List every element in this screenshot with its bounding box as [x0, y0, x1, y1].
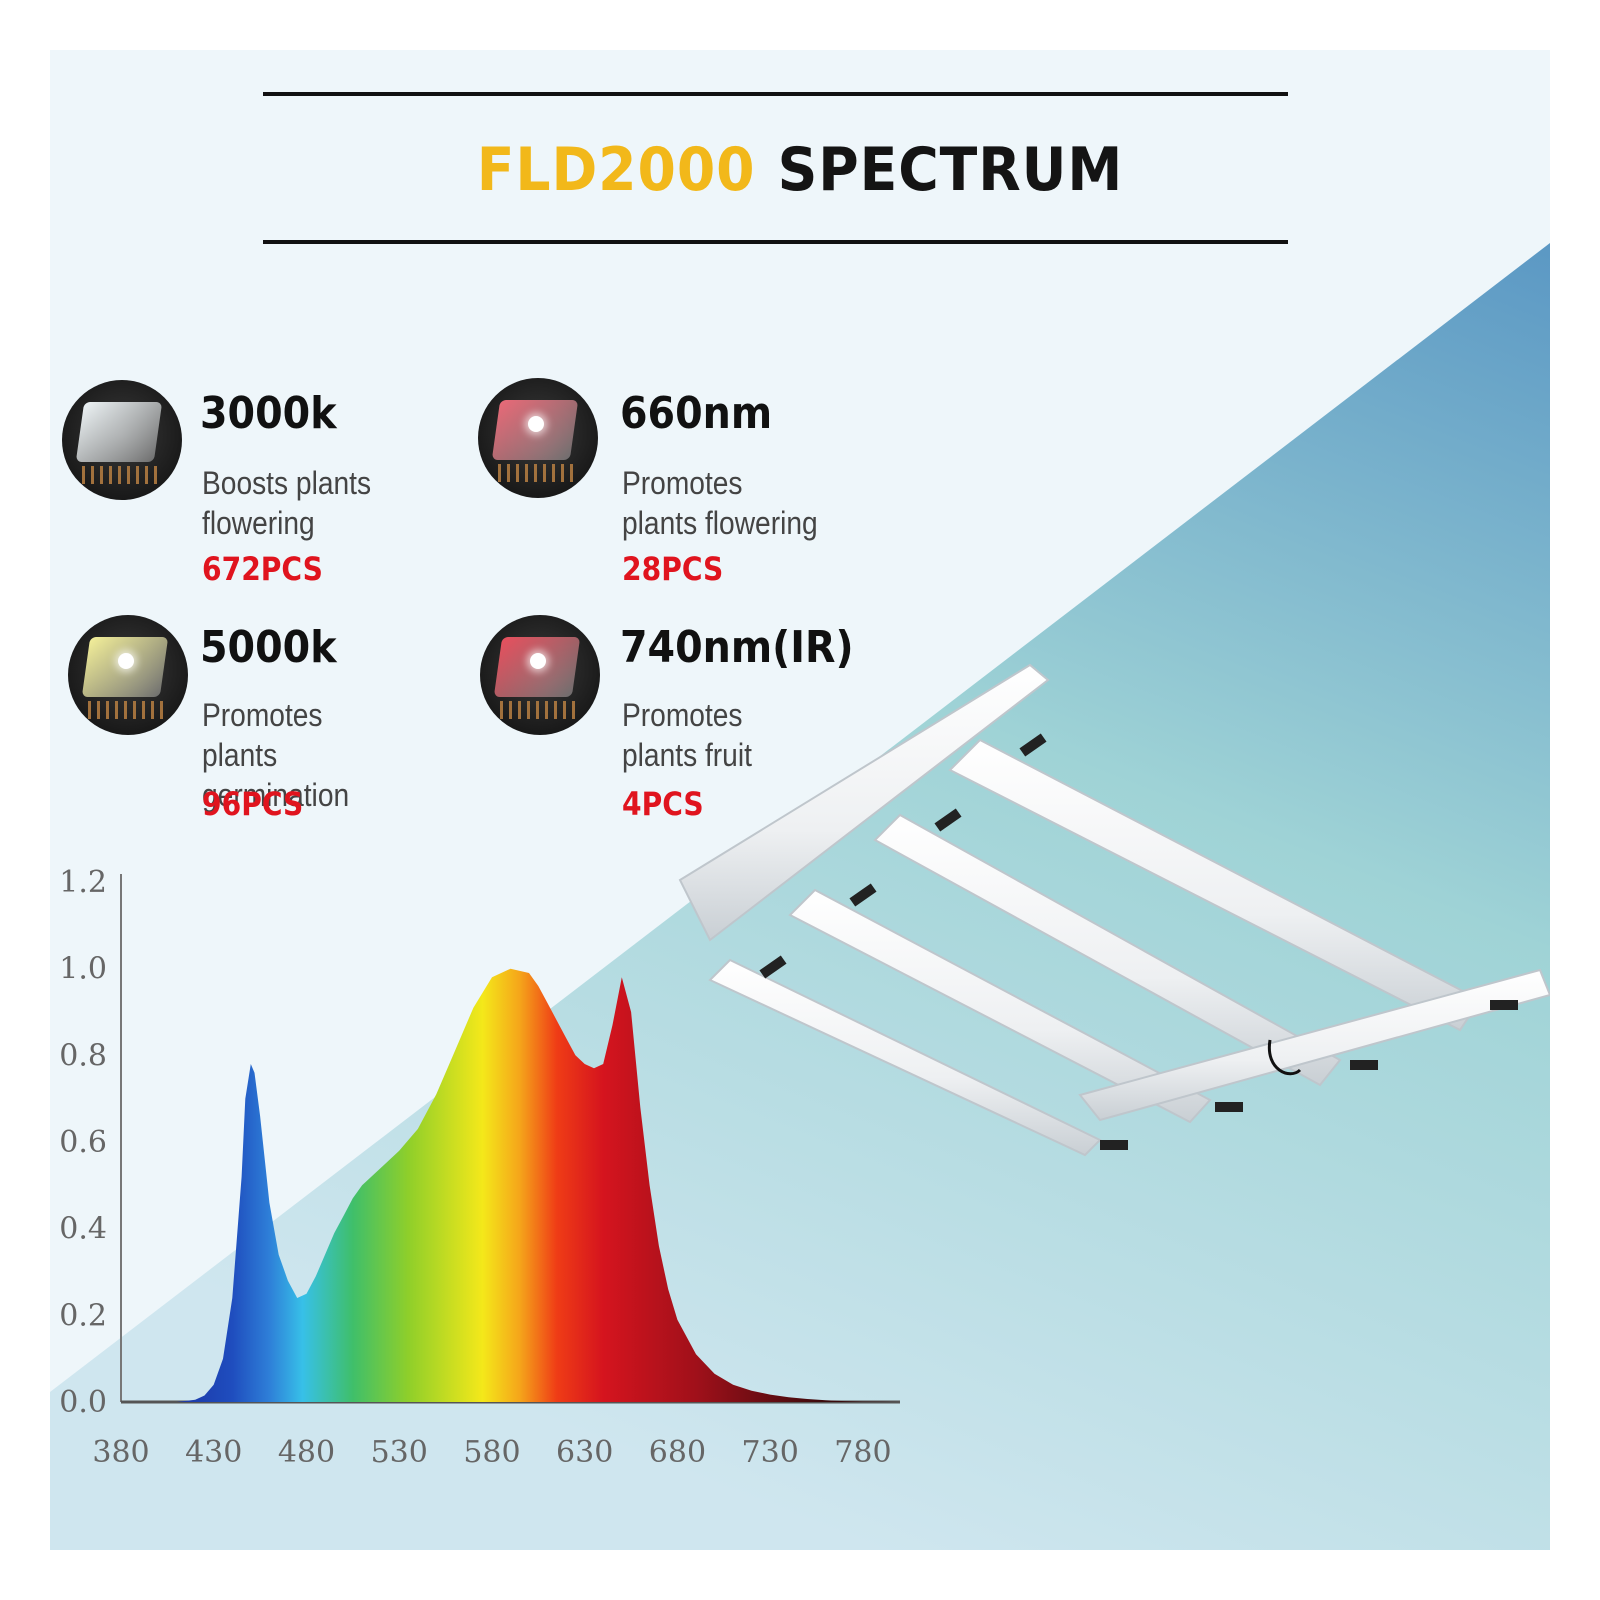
x-tick-label: 680: [649, 1435, 706, 1470]
page-title: FLD2000 SPECTRUM: [110, 135, 1490, 205]
feature-count: 28PCS: [622, 550, 724, 588]
x-tick-label: 730: [742, 1435, 799, 1470]
led-chip-740nm-icon: [480, 615, 600, 735]
feature-title: 660nm: [620, 388, 773, 439]
y-tick-label: 1.2: [59, 865, 107, 900]
x-tick-label: 430: [185, 1435, 242, 1470]
spectrum-area-series-0: [121, 968, 900, 1402]
led-chip-pins: [498, 464, 578, 482]
chart-tick-labels: 380 430 480 530 580 630 680 730 780 0.0 0.2 0.4 0.6 0…: [59, 865, 891, 1470]
y-tick-label: 0.0: [59, 1385, 107, 1420]
x-tick-label: 380: [92, 1435, 149, 1470]
led-chip-660nm-icon: [478, 378, 598, 498]
title-rule-bottom: [263, 240, 1288, 244]
led-chip-dot: [528, 416, 544, 432]
feature-description: Boosts plants flowering: [202, 465, 372, 541]
x-tick-label: 580: [463, 1435, 520, 1470]
feature-description: Promotes plants germination: [202, 697, 350, 813]
x-tick-label: 530: [371, 1435, 428, 1470]
feature-count: 96PCS: [202, 785, 304, 823]
x-tick-label: 480: [278, 1435, 335, 1470]
y-tick-label: 0.2: [59, 1298, 107, 1333]
led-chip-pins: [500, 701, 580, 719]
led-chip-pins: [88, 701, 168, 719]
title-rule-top: [263, 92, 1288, 96]
infographic-frame: FLD2000 SPECTRUM 3000k Boosts plants flow…: [50, 50, 1550, 1550]
feature-count: 4PCS: [622, 785, 704, 823]
title-model: FLD2000: [476, 135, 756, 205]
led-chip-5000k-icon: [68, 615, 188, 735]
y-tick-label: 0.6: [59, 1125, 107, 1160]
feature-description: Promotes plants flowering: [622, 465, 818, 541]
title-spectrum: SPECTRUM: [777, 135, 1124, 205]
spectrum-chart: 380 430 480 530 580 630 680 730 780 0.0 0.2 0.4 0.6 0…: [59, 865, 900, 1470]
y-tick-label: 0.8: [59, 1038, 107, 1073]
y-tick-label: 1.0: [59, 952, 107, 987]
feature-title: 740nm(IR): [620, 622, 854, 673]
led-chip-dot: [118, 653, 134, 669]
x-tick-label: 630: [556, 1435, 613, 1470]
feature-title: 5000k: [200, 622, 337, 673]
led-chip-pins: [82, 466, 162, 484]
feature-title: 3000k: [200, 388, 337, 439]
chart-marks: [121, 968, 900, 1402]
led-chip-dot: [530, 653, 546, 669]
y-tick-label: 0.4: [59, 1212, 107, 1247]
led-grow-light-fixture-icon: [678, 663, 1550, 1157]
feature-count: 672PCS: [202, 550, 323, 588]
led-chip-3000k-icon: [62, 380, 182, 500]
x-tick-label: 780: [834, 1435, 891, 1470]
feature-description: Promotes plants fruit: [622, 697, 752, 773]
